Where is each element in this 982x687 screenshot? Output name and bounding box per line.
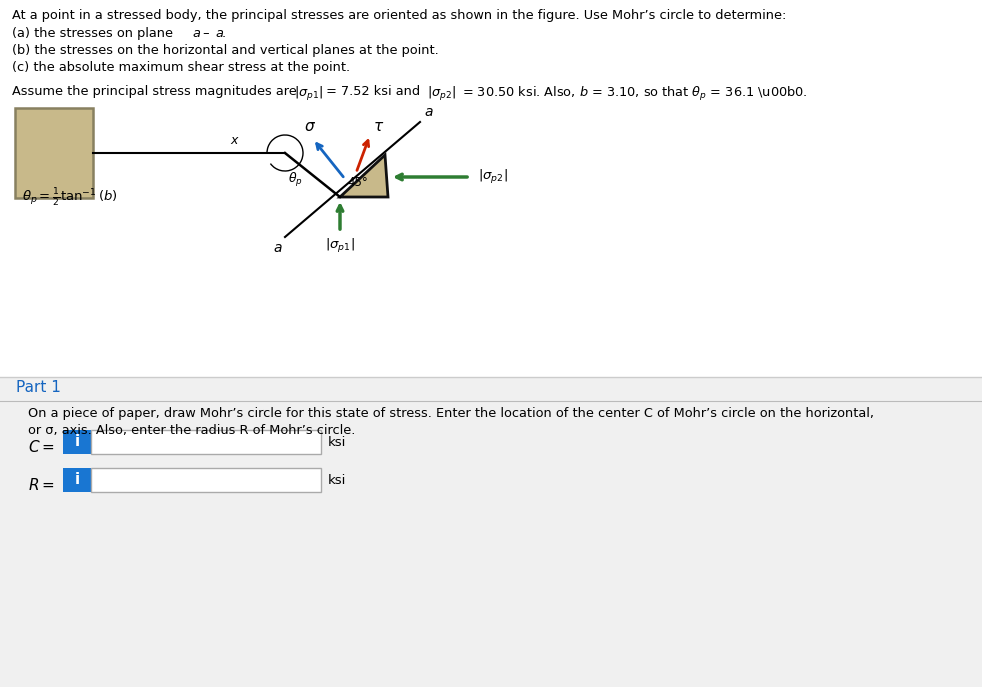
Text: (a) the stresses on plane: (a) the stresses on plane	[12, 27, 177, 40]
Bar	[63, 468, 91, 492]
Text: a: a	[215, 27, 223, 40]
Text: i: i	[75, 434, 80, 449]
Text: Assume the principal stress magnitudes are: Assume the principal stress magnitudes a…	[12, 85, 300, 98]
Bar	[91, 468, 321, 492]
Bar	[91, 430, 321, 454]
Text: $R =$: $R =$	[28, 477, 55, 493]
Text: $|\sigma_{p2}|$: $|\sigma_{p2}|$	[427, 85, 456, 103]
Text: $\theta_p = \frac{1}{2}\tan^{-1}(b)$: $\theta_p = \frac{1}{2}\tan^{-1}(b)$	[22, 187, 118, 209]
Text: Part 1: Part 1	[16, 380, 61, 395]
Text: a: a	[192, 27, 200, 40]
Text: ksi: ksi	[328, 473, 347, 486]
Text: ksi: ksi	[328, 436, 347, 449]
Text: At a point in a stressed body, the principal stresses are oriented as shown in t: At a point in a stressed body, the princ…	[12, 9, 787, 22]
Text: $\sigma$: $\sigma$	[304, 119, 316, 134]
Text: $|\sigma_{p2}|$: $|\sigma_{p2}|$	[478, 168, 508, 186]
Text: or σ, axis. Also, enter the radius R of Mohr’s circle.: or σ, axis. Also, enter the radius R of …	[28, 424, 355, 437]
Text: $\tau$: $\tau$	[373, 119, 384, 134]
Text: a: a	[274, 241, 282, 255]
Text: .: .	[222, 27, 226, 40]
Text: $\theta_p$: $\theta_p$	[288, 171, 302, 189]
Bar	[63, 430, 91, 454]
Text: 45°: 45°	[348, 177, 368, 190]
Text: (c) the absolute maximum shear stress at the point.: (c) the absolute maximum shear stress at…	[12, 61, 351, 74]
Text: –: –	[199, 27, 214, 40]
Text: (b) the stresses on the horizontal and vertical planes at the point.: (b) the stresses on the horizontal and v…	[12, 44, 439, 57]
Text: i: i	[75, 473, 80, 488]
Bar	[15, 108, 93, 198]
Text: On a piece of paper, draw Mohr’s circle for this state of stress. Enter the loca: On a piece of paper, draw Mohr’s circle …	[28, 407, 874, 420]
Text: $|\sigma_{p1}|$: $|\sigma_{p1}|$	[294, 85, 323, 103]
Text: = 30.50 ksi. Also, $b$ = 3.10, so that $\theta_p$ = 36.1 \u00b0.: = 30.50 ksi. Also, $b$ = 3.10, so that $…	[458, 85, 807, 103]
Text: a: a	[424, 105, 432, 119]
Polygon shape	[340, 155, 388, 197]
Text: x: x	[230, 134, 238, 147]
Text: $|\sigma_{p1}|$: $|\sigma_{p1}|$	[325, 237, 355, 255]
Text: $C =$: $C =$	[28, 439, 55, 455]
Bar	[0, 377, 982, 687]
Text: = 7.52 ksi and: = 7.52 ksi and	[322, 85, 424, 98]
